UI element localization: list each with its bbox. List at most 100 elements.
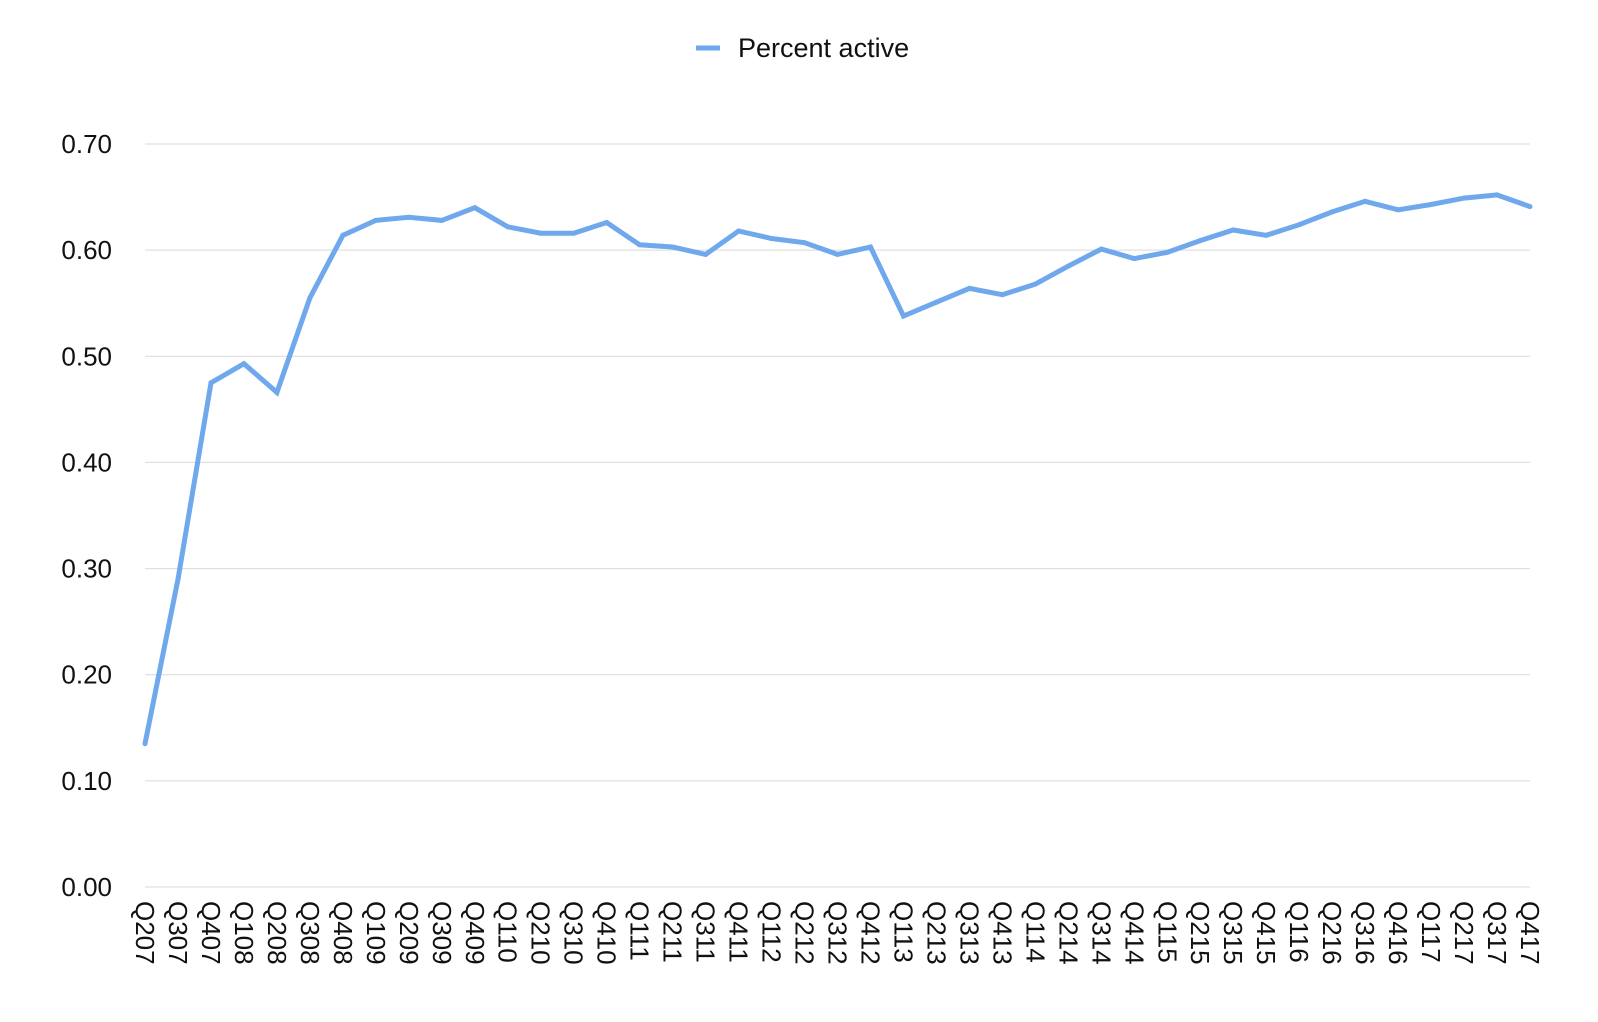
- x-tick-label: Q414: [1119, 901, 1149, 965]
- data-point: [571, 230, 577, 236]
- y-tick-label: 0.40: [61, 447, 112, 477]
- data-point: [1527, 204, 1533, 210]
- data-point: [802, 240, 807, 246]
- x-tick-label: Q410: [592, 901, 622, 965]
- data-point: [241, 361, 247, 367]
- data-point: [670, 244, 676, 250]
- data-point: [1428, 202, 1434, 207]
- x-axis: Q207 Q307 Q407 Q108 Q208 Q308 Q408 Q109 Q209 Q309…: [130, 901, 1545, 965]
- data-point: [340, 232, 346, 238]
- data-point: [538, 230, 544, 236]
- x-tick-label: Q208: [262, 901, 292, 965]
- data-point: [1461, 195, 1467, 201]
- data-point: [1164, 249, 1170, 255]
- series-layer: [142, 192, 1533, 747]
- x-tick-label: Q116: [1284, 901, 1314, 963]
- series-line-percent-active: [142, 192, 1531, 745]
- x-tick-label: Q416: [1383, 901, 1413, 965]
- data-point: [1494, 192, 1500, 198]
- data-point: [1032, 281, 1038, 287]
- data-point: [868, 244, 873, 250]
- x-tick-label: Q117: [1416, 901, 1446, 963]
- data-point: [406, 214, 412, 220]
- x-tick-label: Q307: [163, 901, 193, 965]
- data-point: [703, 251, 709, 257]
- data-point: [999, 292, 1005, 298]
- data-point: [373, 217, 379, 223]
- data-point: [439, 217, 445, 223]
- x-tick-label: Q207: [130, 901, 160, 965]
- legend: Percent active: [696, 33, 909, 63]
- x-tick-label: Q213: [921, 901, 951, 965]
- x-tick-label: Q113: [888, 901, 918, 963]
- x-tick-label: Q110: [493, 901, 523, 963]
- data-point: [472, 205, 478, 211]
- x-tick-label: Q210: [526, 901, 556, 965]
- data-point: [769, 236, 774, 241]
- data-point: [1362, 198, 1368, 204]
- data-point: [637, 242, 643, 248]
- y-axis: 0.00 0.10 0.20 0.30 0.40 0.50 0.60 0.70: [61, 129, 112, 902]
- data-point: [142, 741, 148, 747]
- x-tick-label: Q311: [691, 901, 721, 963]
- y-tick-label: 0.30: [61, 554, 112, 584]
- legend-label-percent-active: Percent active: [738, 33, 909, 63]
- x-tick-label: Q109: [361, 901, 391, 965]
- data-point: [966, 285, 972, 291]
- x-tick-label: Q408: [328, 901, 358, 965]
- x-tick-label: Q315: [1218, 901, 1248, 965]
- data-point: [1329, 209, 1335, 215]
- y-tick-label: 0.20: [61, 660, 112, 690]
- x-tick-label: Q114: [1020, 901, 1050, 963]
- x-tick-label: Q112: [757, 901, 787, 963]
- x-tick-label: Q214: [1053, 901, 1083, 965]
- x-tick-label: Q313: [954, 901, 984, 965]
- data-point: [1263, 232, 1269, 238]
- gridlines: [145, 143, 1530, 888]
- x-tick-label: Q310: [559, 901, 589, 965]
- x-tick-label: Q411: [724, 901, 754, 963]
- x-tick-label: Q216: [1317, 901, 1347, 965]
- x-tick-label: Q211: [658, 901, 688, 963]
- y-tick-label: 0.70: [61, 129, 112, 159]
- data-point: [1296, 222, 1302, 228]
- data-point: [505, 224, 511, 230]
- data-point: [1197, 238, 1203, 244]
- x-tick-label: Q212: [790, 901, 820, 965]
- x-tick-label: Q309: [427, 901, 457, 965]
- x-tick-label: Q317: [1482, 901, 1512, 965]
- y-tick-label: 0.50: [61, 341, 112, 371]
- data-point: [736, 228, 742, 234]
- x-tick-label: Q412: [855, 901, 885, 965]
- data-point: [933, 299, 939, 305]
- data-point: [208, 380, 214, 386]
- x-tick-label: Q407: [196, 901, 226, 965]
- data-point: [1131, 256, 1137, 262]
- x-tick-label: Q413: [987, 901, 1017, 965]
- y-tick-label: 0.10: [61, 766, 112, 796]
- data-point: [175, 576, 181, 582]
- x-tick-label: Q111: [625, 901, 655, 961]
- data-point: [901, 313, 906, 319]
- data-point: [307, 295, 313, 301]
- data-point: [604, 220, 610, 225]
- x-tick-label: Q115: [1152, 901, 1182, 963]
- data-point: [1395, 207, 1401, 213]
- x-tick-label: Q209: [394, 901, 424, 965]
- x-tick-label: Q316: [1350, 901, 1380, 965]
- y-tick-label: 0.60: [61, 235, 112, 265]
- x-tick-label: Q108: [229, 901, 259, 965]
- data-point: [835, 251, 840, 257]
- x-tick-label: Q312: [823, 901, 853, 965]
- y-tick-label: 0.00: [61, 872, 112, 902]
- x-tick-label: Q409: [460, 901, 490, 965]
- x-tick-label: Q308: [295, 901, 325, 965]
- x-tick-label: Q215: [1185, 901, 1215, 965]
- x-tick-label: Q417: [1515, 901, 1545, 965]
- x-tick-label: Q314: [1086, 901, 1116, 965]
- data-point: [1098, 246, 1104, 252]
- data-point: [1230, 227, 1236, 233]
- x-tick-label: Q415: [1251, 901, 1281, 965]
